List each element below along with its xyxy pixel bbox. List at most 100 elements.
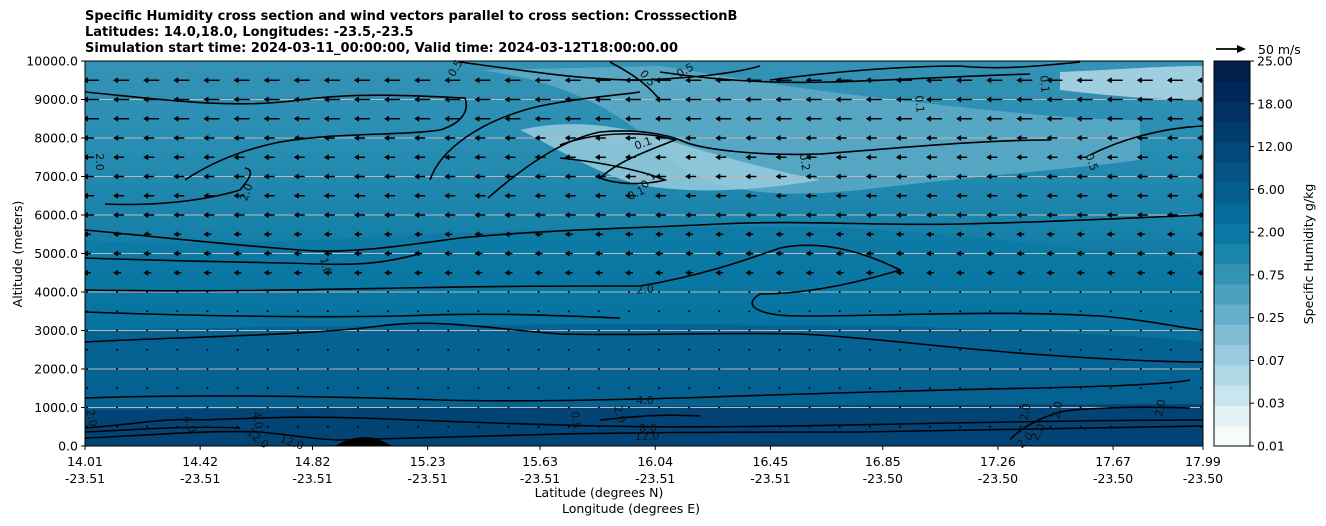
wind-arrow	[986, 77, 1003, 84]
wind-arrow	[929, 310, 932, 313]
wind-arrow	[1019, 368, 1022, 370]
contour-8-0-sfc	[85, 414, 701, 433]
svg-text:0.5: 0.5	[1082, 152, 1100, 173]
wind-arrow	[504, 269, 513, 276]
wind-arrow	[1106, 250, 1115, 257]
wind-arrow	[929, 368, 932, 370]
wind-arrow	[715, 269, 724, 276]
colorbar-frame	[1213, 60, 1251, 447]
wind-arrow	[86, 425, 88, 428]
wind-arrow	[868, 387, 871, 390]
wind-arrow	[989, 329, 992, 332]
wind-arrow	[296, 348, 299, 351]
wind-arrow	[176, 348, 179, 351]
wind-arrow	[474, 231, 483, 238]
wind-arrow	[143, 269, 152, 276]
wind-arrow	[594, 154, 606, 161]
wind-arrow	[203, 173, 215, 180]
wind-arrow	[597, 348, 600, 351]
wind-arrow	[805, 212, 817, 218]
x-axis: 14.01 -23.51 14.42 -23.51 14.82 -23.51 15.23 -2…	[65, 446, 1223, 486]
wind-arrow	[898, 425, 901, 428]
wind-arrow	[504, 231, 513, 238]
wind-arrow	[956, 269, 965, 276]
wind-arrow	[1169, 406, 1172, 409]
wind-arrow	[326, 387, 329, 390]
wind-arrow	[236, 310, 239, 313]
wind-arrow	[835, 212, 847, 218]
wind-arrow	[1076, 250, 1085, 257]
wind-arrow	[986, 115, 1003, 122]
wind-arrow	[146, 329, 149, 332]
wind-arrow	[926, 77, 943, 84]
wind-arrow	[113, 250, 122, 257]
wind-arrow	[1136, 231, 1145, 238]
wind-arrow	[447, 310, 450, 313]
wind-arrow	[1166, 231, 1175, 238]
wind-arrow	[929, 329, 932, 332]
wind-arrow	[326, 406, 329, 409]
wind-arrow	[624, 115, 641, 122]
wind-arrow	[627, 291, 630, 293]
wind-arrow	[685, 154, 697, 161]
wind-arrow	[715, 77, 732, 84]
wind-arrow	[113, 212, 125, 218]
wind-arrow	[113, 154, 125, 161]
wind-arrow	[775, 115, 792, 122]
wind-arrow	[805, 135, 817, 141]
y-tick-label: 8000.0	[34, 131, 78, 146]
contour-0-2	[487, 130, 1051, 199]
wind-arrow	[715, 154, 727, 161]
wind-arrow	[1139, 348, 1142, 351]
wind-arrow	[658, 368, 661, 370]
wind-arrow	[534, 269, 543, 276]
wind-arrow	[113, 77, 130, 84]
wind-arrow	[1106, 115, 1123, 122]
wind-arrow	[775, 135, 787, 141]
wind-key-label: 50 m/s	[1258, 42, 1301, 57]
wind-arrow	[356, 310, 359, 313]
wind-arrow	[1019, 348, 1022, 351]
wind-arrow	[236, 348, 239, 351]
wind-arrow	[655, 231, 664, 238]
wind-arrow	[808, 348, 811, 351]
wind-arrow	[959, 368, 962, 370]
svg-text:0.1: 0.1	[912, 95, 926, 114]
wind-arrow	[1166, 269, 1175, 276]
wind-arrow	[868, 291, 871, 293]
wind-arrow	[748, 329, 751, 332]
wind-arrow	[564, 212, 576, 218]
wind-arrow	[323, 115, 340, 122]
colorbar-segment	[1214, 364, 1250, 386]
wind-arrow	[1106, 96, 1123, 103]
wind-arrow	[685, 269, 694, 276]
wind-arrow	[926, 173, 938, 180]
wind-arrow	[143, 231, 152, 238]
wind-arrow	[85, 173, 94, 180]
wind-arrow	[748, 291, 751, 293]
svg-text:2.0: 2.0	[611, 404, 628, 424]
wind-arrow	[688, 368, 691, 370]
wind-arrow	[474, 173, 486, 180]
wind-arrow	[1136, 173, 1148, 180]
wind-arrow	[865, 77, 882, 84]
contour-2-0-mid	[104, 167, 252, 206]
x-axis-label-lon: Longitude (degrees E)	[562, 501, 700, 516]
wind-arrow	[986, 192, 998, 199]
wind-arrow	[323, 231, 332, 238]
wind-arrow	[956, 173, 968, 180]
wind-arrow	[624, 96, 641, 103]
wind-arrow	[206, 425, 209, 428]
wind-arrow	[534, 173, 546, 180]
wind-arrow	[627, 348, 630, 351]
wind-arrow	[835, 231, 844, 238]
wind-arrow	[86, 348, 88, 351]
wind-arrow	[323, 96, 340, 103]
wind-arrow	[688, 291, 691, 293]
wind-arrow	[477, 425, 480, 428]
colorbar-segment	[1214, 385, 1250, 406]
wind-arrow	[895, 154, 907, 161]
wind-arrow	[805, 173, 817, 180]
wind-arrow	[838, 291, 841, 293]
wind-arrow	[296, 310, 299, 313]
